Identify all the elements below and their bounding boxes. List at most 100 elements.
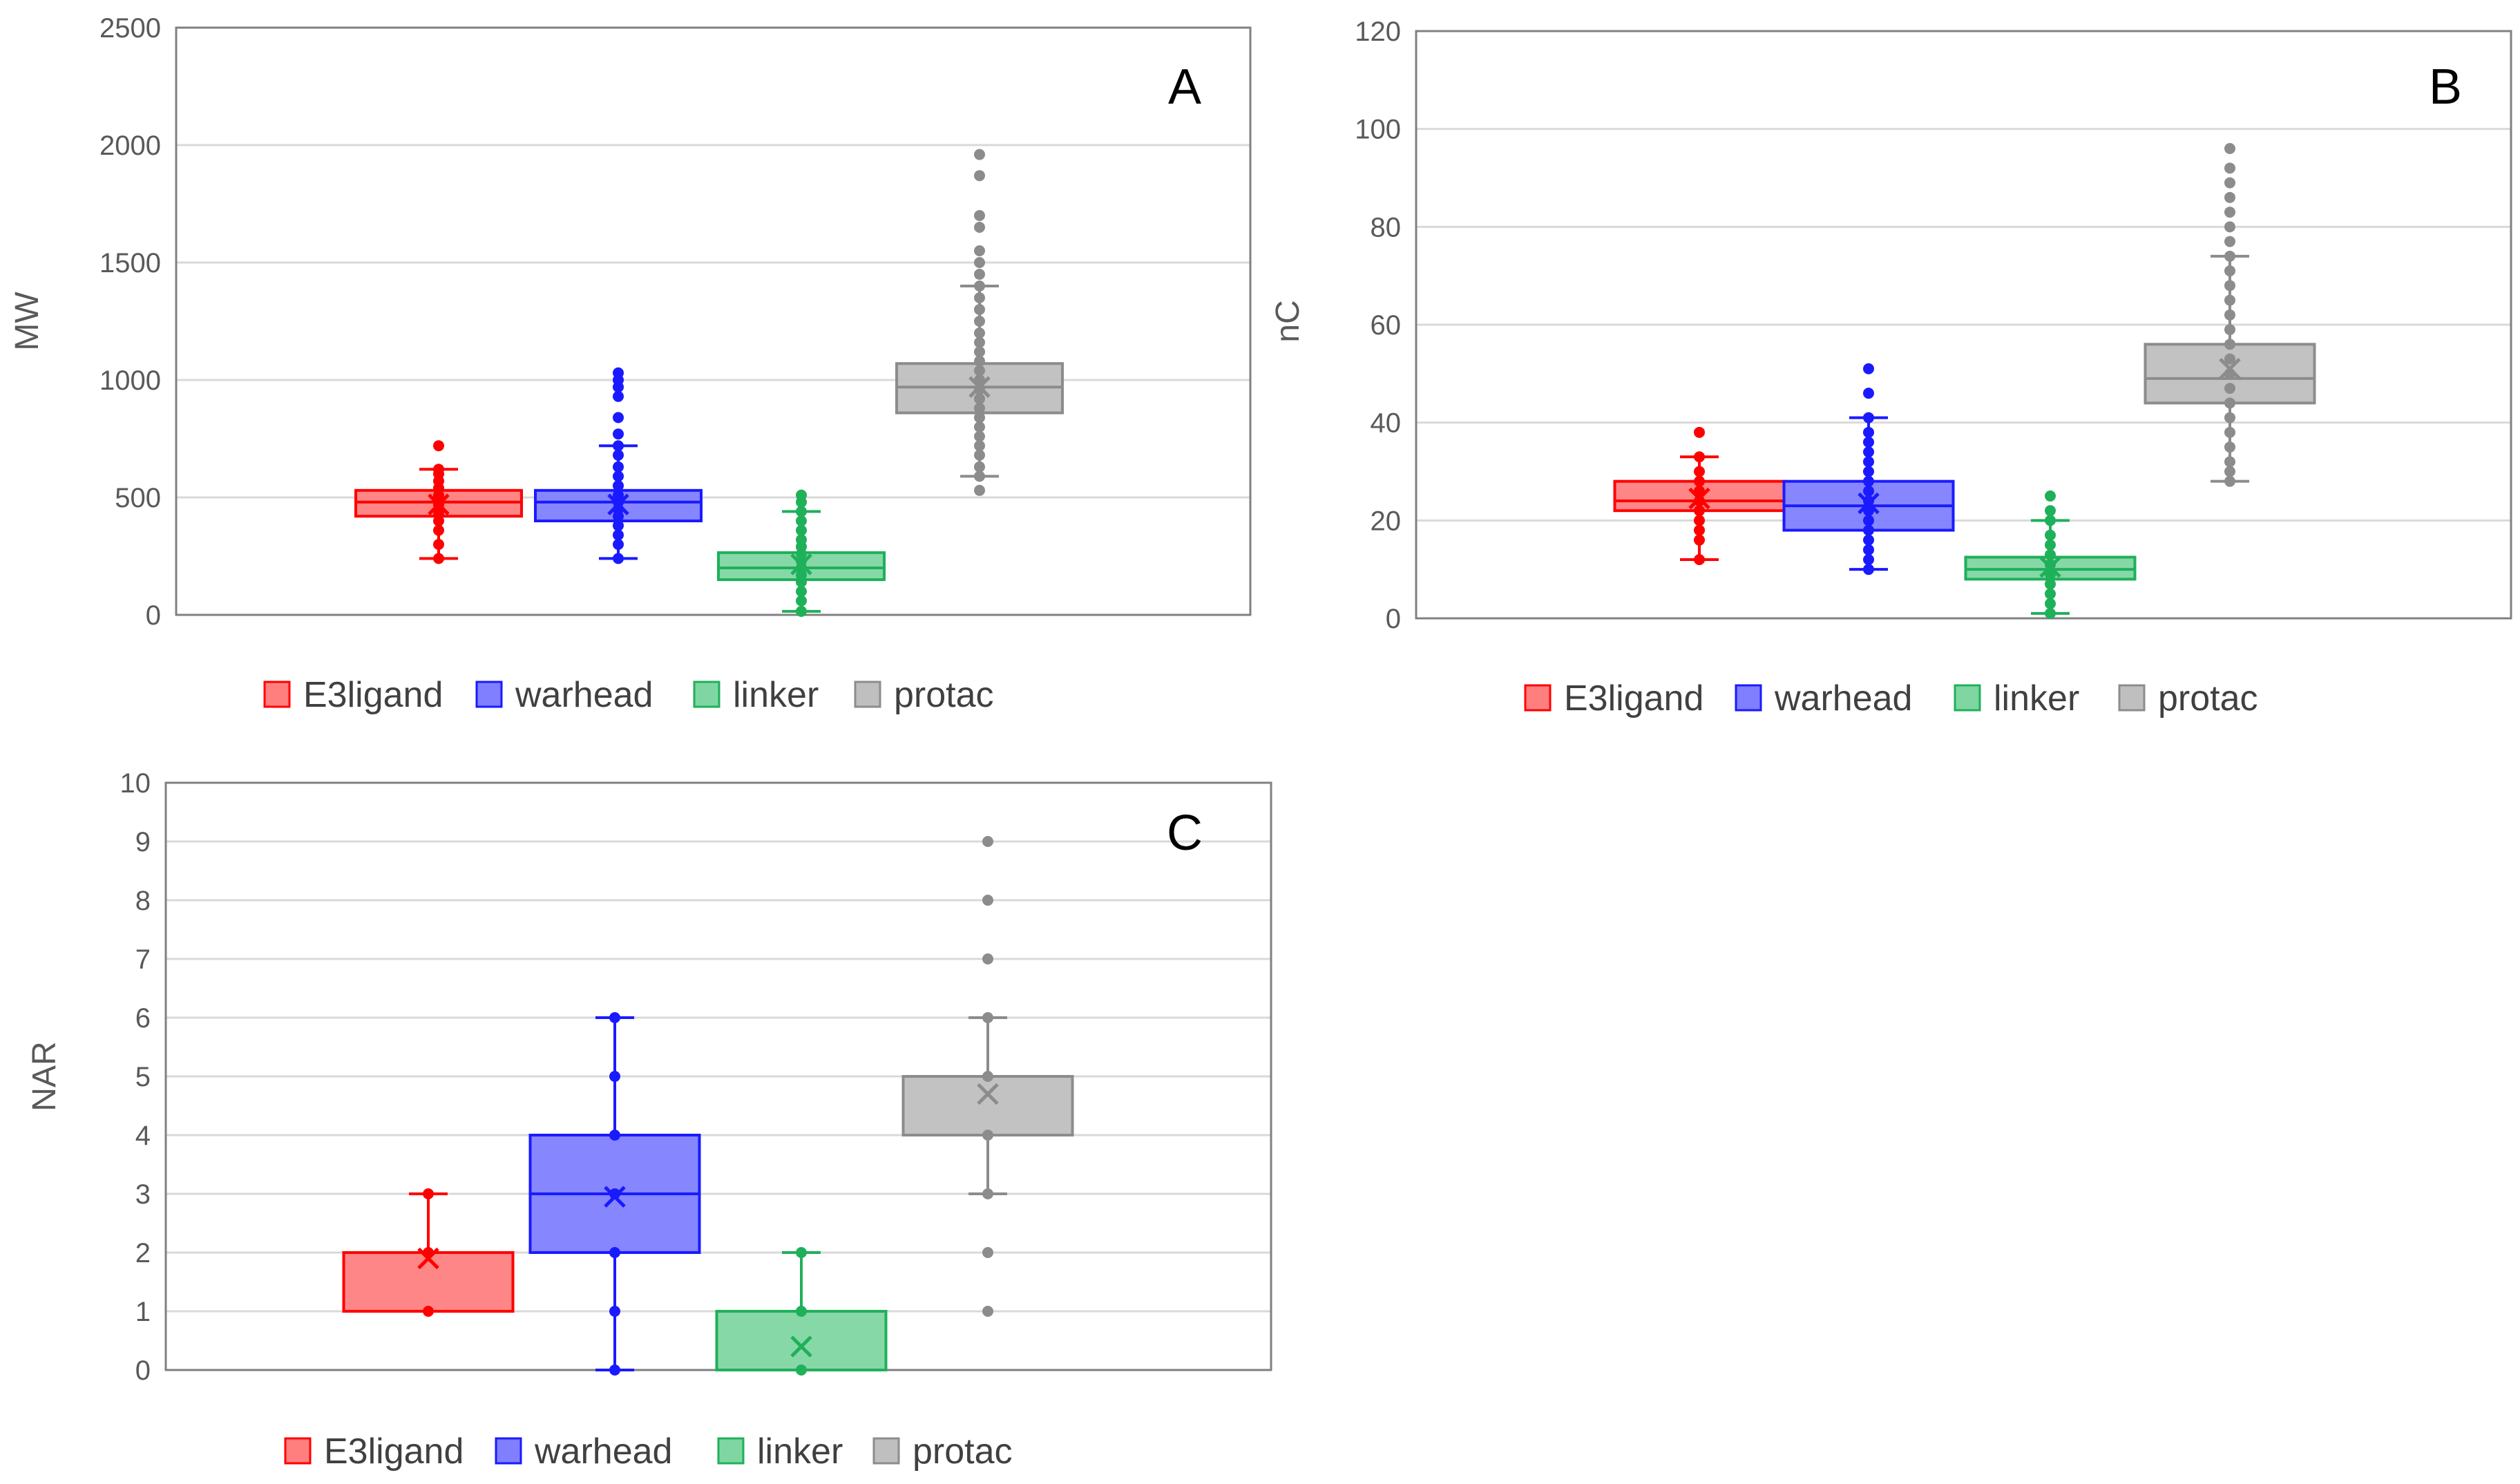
data-point xyxy=(974,430,985,442)
data-point xyxy=(613,428,624,440)
box-warhead xyxy=(528,1012,701,1376)
data-point xyxy=(982,1188,993,1199)
mean-marker xyxy=(417,1247,439,1270)
panel-label: A xyxy=(1168,59,1201,115)
mean-marker xyxy=(790,1335,812,1358)
data-point xyxy=(2224,426,2235,438)
data-point xyxy=(1863,446,1874,458)
y-tick-label: 9 xyxy=(135,827,151,857)
y-tick-label: 500 xyxy=(115,483,161,513)
data-point xyxy=(974,421,985,432)
mean-marker xyxy=(1688,487,1710,510)
mean-marker xyxy=(1858,492,1880,515)
legend-item-protac: protac xyxy=(872,1431,1013,1472)
data-point xyxy=(1863,426,1874,438)
data-point xyxy=(609,1247,620,1258)
legend-item-linker: linker xyxy=(717,1431,843,1472)
data-point xyxy=(613,529,624,541)
data-point xyxy=(2224,456,2235,468)
data-point xyxy=(2224,221,2235,233)
legend-swatch xyxy=(2118,684,2146,712)
y-axis-title: MW xyxy=(9,292,46,351)
data-point xyxy=(796,595,807,607)
chart-panel-a: 0 500 1000 1500 2000 2500 MW A E3ligand warhead li… xyxy=(9,13,1252,715)
data-point xyxy=(982,1012,993,1023)
legend-label: warhead xyxy=(534,1431,672,1472)
data-point xyxy=(796,524,807,536)
data-point xyxy=(1694,534,1705,546)
data-point xyxy=(982,1130,993,1141)
legend-swatch xyxy=(263,681,291,708)
legend-item-warhead: warhead xyxy=(495,1431,672,1472)
data-point xyxy=(2224,191,2235,203)
chart-panel-b: 0 20 40 60 80 100 120 nC B E3ligand warhead linker p… xyxy=(1270,17,2512,719)
data-point xyxy=(2224,475,2235,487)
y-tick-label: 10 xyxy=(120,768,151,799)
data-point xyxy=(2224,162,2235,174)
data-point xyxy=(1694,426,1705,438)
iqr-box xyxy=(342,1251,515,1313)
data-point xyxy=(974,292,985,303)
y-tick-label: 1000 xyxy=(99,365,161,396)
data-point xyxy=(796,586,807,597)
data-point xyxy=(609,1012,620,1023)
data-point xyxy=(974,257,985,268)
data-point xyxy=(1863,544,1874,555)
data-point xyxy=(974,461,985,473)
y-tick-label: 1 xyxy=(135,1297,151,1327)
legend-swatch xyxy=(1524,684,1552,712)
data-point xyxy=(2045,578,2056,590)
data-point xyxy=(2224,177,2235,189)
data-point xyxy=(613,449,624,461)
y-tick-label: 6 xyxy=(135,1003,151,1034)
mean-marker xyxy=(604,1186,626,1208)
mean-marker xyxy=(968,376,991,398)
data-point xyxy=(1694,524,1705,536)
data-point xyxy=(796,534,807,546)
data-point xyxy=(796,1247,807,1258)
legend-swatch xyxy=(854,681,881,708)
data-point xyxy=(613,480,624,491)
mean-marker xyxy=(428,493,450,515)
legend-item-e3ligand: E3ligand xyxy=(284,1431,464,1472)
data-point xyxy=(613,367,624,379)
data-point xyxy=(1694,554,1705,565)
data-point xyxy=(974,484,985,496)
data-point xyxy=(1694,505,1705,517)
legend-swatch xyxy=(693,681,720,708)
data-point xyxy=(423,1306,434,1317)
mean-marker xyxy=(2219,357,2241,380)
data-point xyxy=(2224,143,2235,154)
legend-item-warhead: warhead xyxy=(475,675,653,715)
panel-label: C xyxy=(1167,806,1203,861)
data-point xyxy=(982,1306,993,1317)
legend-label: protac xyxy=(894,675,994,715)
data-point xyxy=(2224,207,2235,218)
y-tick-label: 0 xyxy=(135,1355,151,1386)
data-point xyxy=(613,440,624,452)
box-e3ligand xyxy=(1613,426,1786,565)
plot-area-frame xyxy=(1415,30,2512,620)
data-point xyxy=(2045,588,2056,600)
data-point xyxy=(2224,383,2235,394)
data-point xyxy=(2045,515,2056,526)
data-point xyxy=(433,524,444,536)
data-point xyxy=(2045,490,2056,502)
legend-label: E3ligand xyxy=(324,1431,464,1472)
data-point xyxy=(2224,309,2235,321)
data-point xyxy=(433,464,444,475)
data-point xyxy=(613,461,624,473)
y-tick-label: 60 xyxy=(1371,310,1402,341)
y-tick-label: 80 xyxy=(1371,212,1402,242)
legend-swatch xyxy=(1735,684,1762,712)
data-point xyxy=(2045,505,2056,517)
y-tick-label: 20 xyxy=(1371,506,1402,536)
y-tick-label: 5 xyxy=(135,1062,151,1092)
data-point xyxy=(982,953,993,964)
data-point xyxy=(613,412,624,424)
data-point xyxy=(1863,466,1874,477)
data-point xyxy=(609,1188,620,1199)
legend-swatch xyxy=(475,681,503,708)
data-point xyxy=(974,402,985,414)
data-point xyxy=(974,210,985,221)
